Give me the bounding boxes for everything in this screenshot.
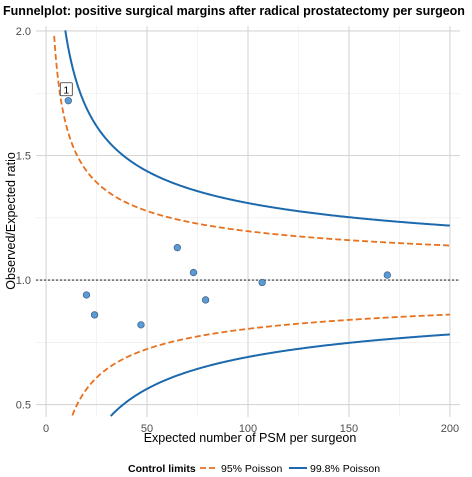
limit-99-8-lower-line [109, 333, 450, 417]
plot-area: 0 50 100 150 200 0.5 1.0 1.5 2.0 1 [16, 26, 460, 435]
y-tick-label-2: 2.0 [16, 26, 31, 38]
x-tick-label-50: 50 [141, 423, 153, 435]
y-tick-label-0-5: 0.5 [16, 400, 31, 412]
outlier-label: 1 [63, 85, 69, 97]
chart-title: Funnelplot: positive surgical margins af… [3, 4, 465, 18]
data-point-2 [82, 291, 91, 299]
limit-95-lower-line [71, 313, 450, 416]
y-axis-title: Observed/Expected ratio [4, 152, 18, 290]
x-tick-label-200: 200 [441, 423, 459, 435]
legend: Control limits 95% Poisson 99.8% Poisson [128, 463, 380, 475]
y-tick-label-1-5: 1.5 [16, 151, 31, 163]
x-axis-title: Expected number of PSM per surgeon [144, 431, 357, 445]
data-point-3 [90, 311, 99, 319]
data-point-5 [173, 243, 181, 252]
x-tick-label-0: 0 [43, 423, 49, 435]
limit-99-8-upper-line [64, 30, 450, 227]
outlier-label-box [59, 82, 73, 97]
data-point-1 [64, 97, 72, 105]
x-tick-label-150: 150 [340, 423, 358, 435]
legend-label-95-poisson: 95% Poisson [221, 463, 282, 475]
data-point-7 [201, 296, 210, 304]
limit-95-upper-line [53, 35, 450, 247]
data-point-6 [189, 268, 198, 277]
x-tick-label-100: 100 [239, 423, 257, 435]
legend-label-99-8-poisson: 99.8% Poisson [310, 463, 380, 475]
data-point-4 [137, 321, 145, 329]
data-point-8 [258, 278, 266, 287]
y-tick-label-1: 1.0 [16, 275, 31, 287]
data-point-9 [383, 271, 391, 279]
legend-title: Control limits [128, 463, 196, 475]
